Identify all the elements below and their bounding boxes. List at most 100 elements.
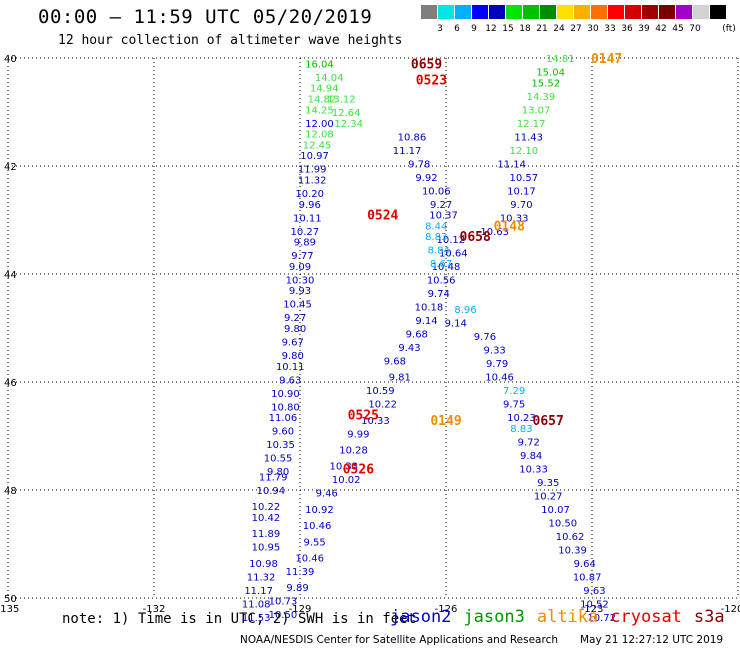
wave-height-value: 10.50 <box>548 518 577 529</box>
colorbar-swatch <box>608 5 625 19</box>
wave-height-value: 10.59 <box>366 386 395 397</box>
colorbar-swatch <box>574 5 591 19</box>
wave-height-value: 15.52 <box>531 78 560 89</box>
wave-height-value: 12.17 <box>517 119 546 130</box>
wave-height-value: 10.33 <box>519 464 548 475</box>
wave-height-value: 9.78 <box>408 159 430 170</box>
colorbar-swatch <box>523 5 540 19</box>
wave-height-value: 10.11 <box>276 362 305 373</box>
wave-height-value: 10.57 <box>510 173 539 184</box>
wave-height-value: 10.55 <box>264 454 293 465</box>
colorbar-swatch <box>557 5 574 19</box>
legend-entry: jason2 <box>390 607 452 627</box>
wave-height-value: 10.07 <box>541 505 570 516</box>
wave-height-value: 9.84 <box>520 451 542 462</box>
wave-height-value: 8.84 <box>428 246 450 257</box>
wave-height-value: 9.96 <box>299 200 321 211</box>
wave-height-value: 10.17 <box>507 186 536 197</box>
colorbar-swatch <box>625 5 642 19</box>
colorbar-tick-label: 45 <box>672 24 684 34</box>
colorbar-swatch <box>489 5 506 19</box>
wave-height-value: 10.33 <box>500 213 529 224</box>
wave-height-value: 9.55 <box>303 537 325 548</box>
wave-height-value: 9.72 <box>518 437 540 448</box>
chart-title: 00:00 – 11:59 UTC 05/20/2019 <box>38 6 373 28</box>
y-tick-label: 46 <box>4 378 17 389</box>
colorbar-swatch <box>506 5 523 19</box>
x-tick-label: -120 <box>721 604 740 615</box>
legend-entry: jason3 <box>463 607 525 627</box>
generated-timestamp: May 21 12:27:12 UTC 2019 <box>580 634 724 646</box>
wave-height-value: 9.14 <box>415 316 437 327</box>
wave-height-value: 9.64 <box>574 559 596 570</box>
wave-height-value: 9.27 <box>430 200 452 211</box>
wave-height-value: 9.63 <box>279 375 301 386</box>
colorbar-tick-label: 15 <box>502 24 514 34</box>
colorbar-tick-label: 33 <box>604 24 616 34</box>
wave-height-value: 9.92 <box>415 173 437 184</box>
wave-height-value: 9.93 <box>289 286 311 297</box>
wave-height-value: 11.39 <box>286 567 315 578</box>
wave-height-value: 10.95 <box>252 543 281 554</box>
pass-time-label: 0525 <box>348 408 379 423</box>
wave-height-value: 11.14 <box>497 159 526 170</box>
wave-height-value: 10.18 <box>415 302 444 313</box>
x-tick-label: -129 <box>289 604 312 615</box>
wave-height-value: 10.27 <box>291 227 320 238</box>
wave-height-value: 11.17 <box>244 586 273 597</box>
wave-height-value: 10.48 <box>432 262 461 273</box>
pass-time-label: 0526 <box>343 462 374 477</box>
wave-height-value: 11.99 <box>298 165 327 176</box>
wave-height-value: 10.12 <box>437 235 466 246</box>
wave-height-value: 11.53 <box>242 613 271 624</box>
wave-height-value: 10.37 <box>429 211 458 222</box>
wave-height-value: 10.97 <box>300 151 329 162</box>
wave-height-value: 10.94 <box>256 486 285 497</box>
colorbar-swatch <box>659 5 676 19</box>
wave-height-value: 12.08 <box>305 130 334 141</box>
wave-height-value: 8.44 <box>425 221 447 232</box>
wave-height-value: 9.14 <box>445 319 467 330</box>
legend-entry: cryosat <box>610 607 682 627</box>
pass-time-label: 0148 <box>494 219 525 234</box>
wave-height-value: 10.33 <box>361 416 390 427</box>
colorbar-tick-label: 30 <box>587 24 599 34</box>
wave-height-value: 14.04 <box>315 73 344 84</box>
x-tick-label: -132 <box>143 604 166 615</box>
footnote: note: 1) Time is in UTC; 2) SWH is in fe… <box>62 611 417 627</box>
colorbar-tick-label: 70 <box>689 24 701 34</box>
wave-height-value: 10.63 <box>480 227 509 238</box>
wave-height-value: 12.64 <box>332 108 361 119</box>
wave-height-value: 11.17 <box>393 146 422 157</box>
wave-height-value: 10.23 <box>507 413 536 424</box>
satellite-legend: jason2 jason3 altika cryosat s3a <box>390 607 737 627</box>
wave-height-value: 11.08 <box>242 599 271 610</box>
y-tick-label: 50 <box>4 594 17 605</box>
wave-height-value: 9.80 <box>267 467 289 478</box>
wave-height-value: 9.33 <box>484 346 506 357</box>
wave-height-value: 12.10 <box>510 146 539 157</box>
wave-height-value: 9.75 <box>503 400 525 411</box>
wave-height-value: 12.00 <box>305 119 334 130</box>
wave-height-value: 10.52 <box>580 599 609 610</box>
wave-height-value: 8.96 <box>454 305 476 316</box>
wave-height-value: 12.34 <box>334 119 363 130</box>
wave-height-value: 9.43 <box>398 343 420 354</box>
wave-height-value: 9.76 <box>474 332 496 343</box>
colorbar-swatch <box>438 5 455 19</box>
wave-height-value: 10.06 <box>422 186 451 197</box>
wave-height-value: 10.56 <box>427 275 456 286</box>
colorbar-unit: (ft) <box>722 24 736 34</box>
legend-entry: altika <box>536 607 599 627</box>
colorbar-tick-label: 36 <box>621 24 633 34</box>
pass-time-label: 0658 <box>460 230 491 245</box>
colorbar-tick-label: 27 <box>570 24 582 34</box>
wave-height-value: 10.90 <box>271 389 300 400</box>
wave-height-value: 8.83 <box>510 424 532 435</box>
wave-height-value: 8.67 <box>430 259 452 270</box>
colorbar-tick-label: 3 <box>437 24 443 34</box>
wave-height-value: 8.83 <box>425 232 447 243</box>
wave-height-value: 10.02 <box>332 475 361 486</box>
colorbar-tick-label: 12 <box>485 24 497 34</box>
